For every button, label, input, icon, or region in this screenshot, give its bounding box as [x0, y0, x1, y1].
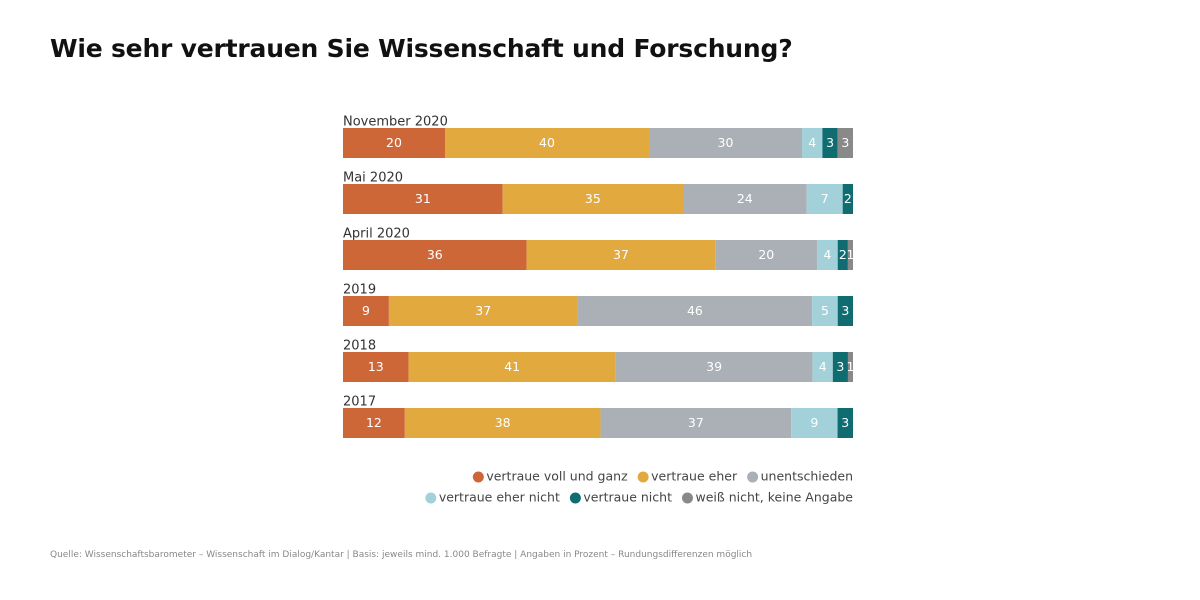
- bar-value-label: 37: [475, 303, 491, 318]
- bar-row: Mai 2020 31 35 24 7 2: [343, 171, 853, 214]
- bar-segment: [791, 408, 838, 438]
- bar-segment: [837, 296, 853, 326]
- bar-segment: [600, 408, 792, 438]
- bar-value-label: 31: [415, 191, 431, 206]
- bar-value-label: 3: [841, 303, 849, 318]
- bar-row: April 2020 36 37 20 4 2 1: [343, 227, 854, 270]
- bar-value-label: 12: [366, 415, 382, 430]
- legend-label: vertraue eher: [651, 469, 738, 484]
- bar-segment: [812, 352, 833, 382]
- category-label: 2017: [343, 395, 376, 410]
- bar-value-label: 1: [846, 247, 854, 262]
- legend-label: weiß nicht, keine Angabe: [695, 490, 853, 505]
- bar-value-label: 9: [362, 303, 370, 318]
- bar-segment: [445, 128, 649, 158]
- bar-segment: [842, 184, 853, 214]
- bar-segment: [649, 128, 802, 158]
- legend-label: vertraue voll und ganz: [486, 469, 628, 484]
- bar-value-label: 1: [847, 359, 855, 374]
- bar-value-label: 7: [821, 191, 829, 206]
- legend-row: vertraue voll und ganz vertraue eher unent…: [472, 469, 853, 484]
- bar-value-label: 30: [718, 135, 734, 150]
- legend: vertraue voll und ganz vertraue eher unent…: [425, 469, 853, 505]
- bar-value-label: 37: [613, 247, 629, 262]
- source-note: Quelle: Wissenschaftsbarometer – Wissens…: [50, 550, 753, 560]
- bar-row: 2019 9 37 46 5 3: [343, 283, 853, 326]
- legend-marker: [747, 471, 759, 483]
- legend-row: vertraue eher nicht vertraue nicht weiß ni…: [425, 490, 853, 505]
- category-label: April 2020: [343, 227, 410, 242]
- bar-segment: [832, 352, 848, 382]
- bar-segment: [837, 408, 853, 438]
- bar-value-label: 46: [687, 303, 703, 318]
- bar-value-label: 2: [839, 247, 847, 262]
- bar-value-label: 2: [844, 191, 852, 206]
- bar-segment: [683, 184, 807, 214]
- bar-value-label: 35: [585, 191, 601, 206]
- bar-value-label: 38: [495, 415, 511, 430]
- bar-segment: [502, 184, 683, 214]
- bar-segment: [404, 408, 601, 438]
- legend-label: vertraue nicht: [583, 490, 672, 505]
- legend-marker: [637, 471, 649, 483]
- bar-segment: [837, 240, 848, 270]
- bar-value-label: 3: [841, 135, 849, 150]
- legend-label: unentschieden: [761, 469, 853, 484]
- bar-segment: [847, 240, 853, 270]
- category-label: November 2020: [343, 115, 448, 130]
- bar-segment: [837, 128, 853, 158]
- bar-value-label: 20: [758, 247, 774, 262]
- bar-value-label: 40: [539, 135, 555, 150]
- bar-segment: [577, 296, 813, 326]
- bar-segment: [343, 240, 527, 270]
- bar-value-label: 39: [706, 359, 722, 374]
- bar-segment: [812, 296, 838, 326]
- bar-row: 2017 12 38 37 9 3: [343, 395, 853, 438]
- bar-segment: [802, 128, 823, 158]
- category-label: Mai 2020: [343, 171, 403, 186]
- category-label: 2019: [343, 283, 376, 298]
- bar-segment: [806, 184, 843, 214]
- chart-title: Wie sehr vertrauen Sie Wissenschaft und …: [50, 34, 793, 63]
- bar-value-label: 13: [368, 359, 384, 374]
- legend-marker: [569, 492, 581, 504]
- bar-value-label: 3: [836, 359, 844, 374]
- bar-value-label: 41: [504, 359, 520, 374]
- bar-segment: [615, 352, 813, 382]
- bar-segment: [343, 184, 503, 214]
- bar-segment: [343, 408, 405, 438]
- bar-value-label: 24: [737, 191, 753, 206]
- legend-label: vertraue eher nicht: [439, 490, 560, 505]
- legend-marker: [425, 492, 437, 504]
- legend-marker: [472, 471, 484, 483]
- category-label: 2018: [343, 339, 376, 354]
- bar-segment: [847, 352, 853, 382]
- bar-value-label: 3: [826, 135, 834, 150]
- bar-value-label: 37: [688, 415, 704, 430]
- bar-value-label: 5: [821, 303, 829, 318]
- bar-segment: [343, 296, 389, 326]
- bar-segment: [343, 128, 445, 158]
- bar-row: 2018 13 41 39 4 3 1: [343, 339, 855, 382]
- bar-segment: [817, 240, 838, 270]
- bar-segment: [343, 352, 409, 382]
- bar-segment: [715, 240, 818, 270]
- bar-value-label: 4: [808, 135, 816, 150]
- bar-value-label: 9: [810, 415, 818, 430]
- legend-marker: [681, 492, 693, 504]
- bar-value-label: 4: [819, 359, 827, 374]
- bar-segment: [408, 352, 616, 382]
- bar-value-label: 3: [841, 415, 849, 430]
- bar-segment: [822, 128, 838, 158]
- bar-value-label: 36: [427, 247, 443, 262]
- bar-value-label: 20: [386, 135, 402, 150]
- bar-segment: [388, 296, 578, 326]
- bar-segment: [526, 240, 716, 270]
- bar-value-label: 4: [824, 247, 832, 262]
